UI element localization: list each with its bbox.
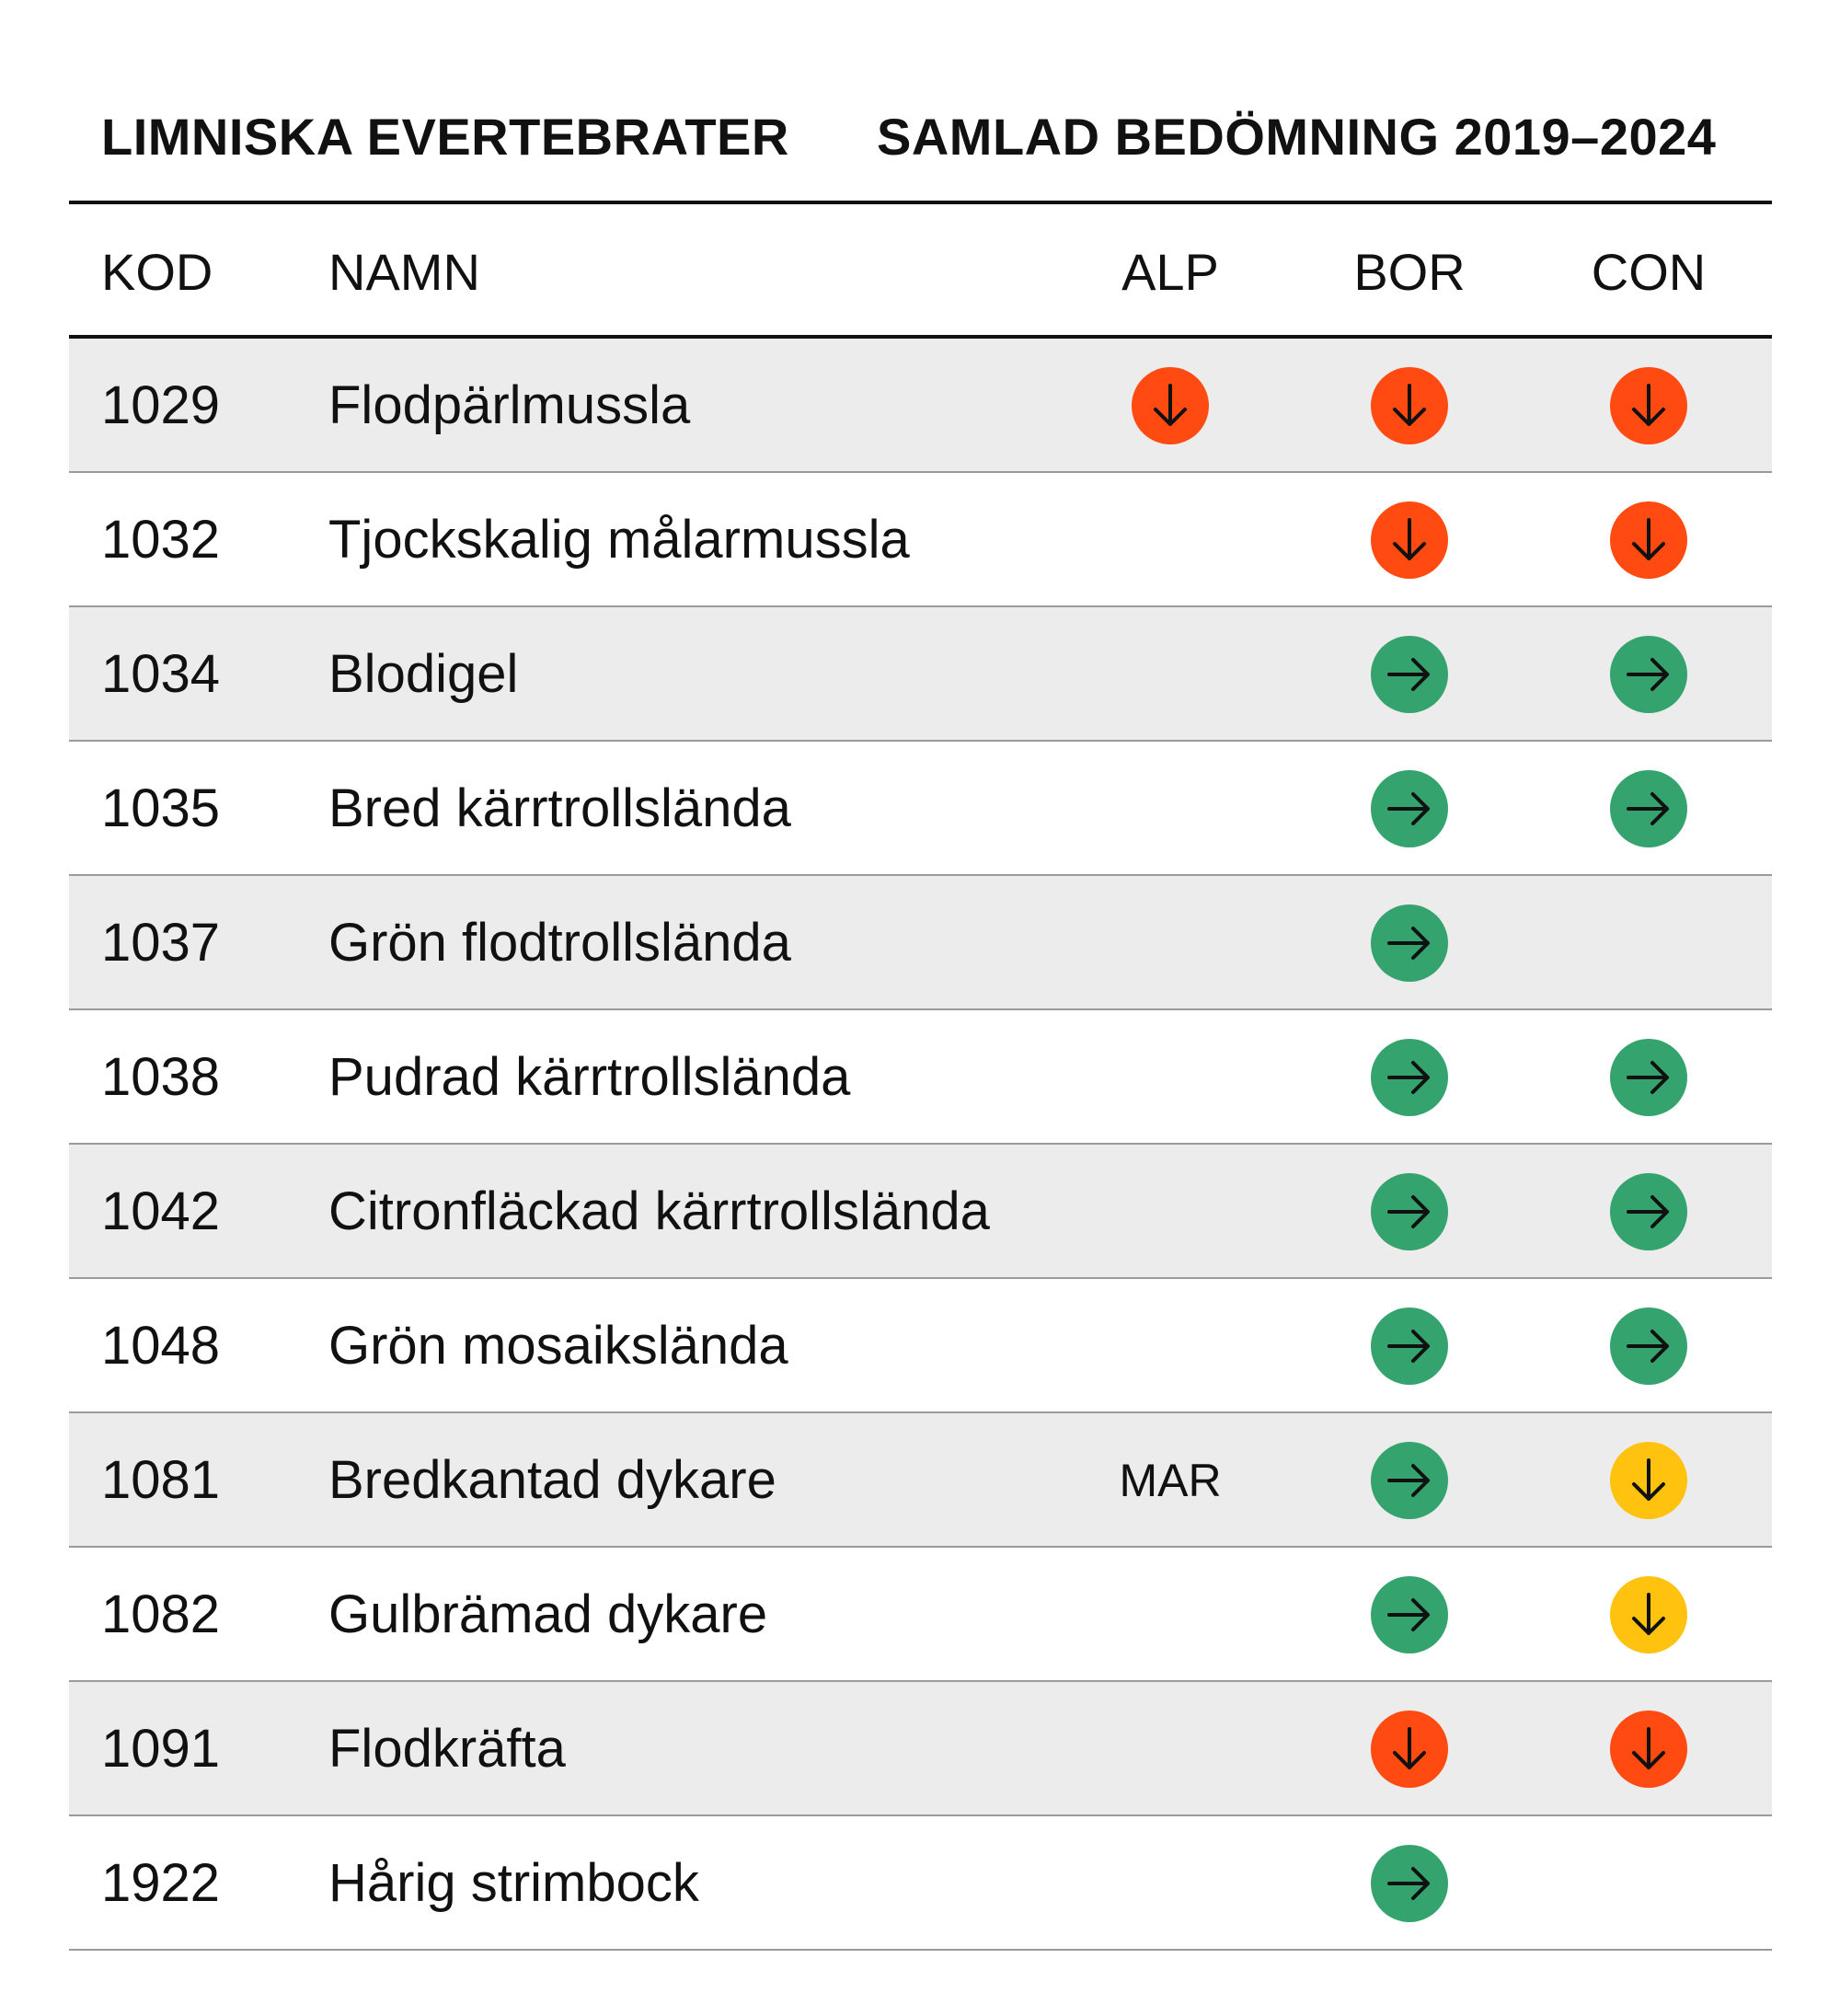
trend-cell-con bbox=[1610, 1308, 1687, 1385]
column-header-namn: NAMN bbox=[328, 243, 480, 301]
trend-cell-con bbox=[1610, 501, 1687, 579]
arrow-down-icon bbox=[1132, 367, 1209, 444]
column-header-kod: KOD bbox=[101, 243, 213, 301]
trend-cell-bor bbox=[1371, 636, 1448, 713]
trend-cell-bor bbox=[1371, 1576, 1448, 1653]
species-name: Flodpärlmussla bbox=[328, 375, 691, 435]
arrow-right-icon bbox=[1371, 1308, 1448, 1385]
arrow-down-icon bbox=[1371, 367, 1448, 444]
trend-cell-bor bbox=[1371, 1845, 1448, 1922]
species-name: Grön mosaikslända bbox=[328, 1316, 788, 1376]
arrow-right-icon bbox=[1371, 1442, 1448, 1519]
arrow-right-icon bbox=[1610, 1173, 1687, 1250]
species-code: 1042 bbox=[101, 1181, 221, 1241]
arrow-right-icon bbox=[1610, 1039, 1687, 1116]
species-code: 1037 bbox=[101, 913, 221, 973]
table-row: 1032 Tjockskalig målarmussla bbox=[69, 473, 1772, 607]
trend-cell-con bbox=[1610, 1442, 1687, 1519]
trend-cell-bor bbox=[1371, 501, 1448, 579]
region-note-alp: MAR bbox=[1119, 1455, 1222, 1506]
arrow-right-icon bbox=[1371, 1173, 1448, 1250]
arrow-right-icon bbox=[1371, 636, 1448, 713]
column-header-con: CON bbox=[1591, 243, 1707, 301]
trend-cell-bor bbox=[1371, 770, 1448, 847]
species-code: 1922 bbox=[101, 1853, 221, 1913]
arrow-right-icon bbox=[1610, 1308, 1687, 1385]
trend-cell-bor bbox=[1371, 1308, 1448, 1385]
trend-cell-bor bbox=[1371, 1173, 1448, 1250]
species-code: 1048 bbox=[101, 1316, 221, 1376]
assessment-title: SAMLAD BEDÖMNING 2019–2024 bbox=[877, 108, 1717, 166]
species-name: Hårig strimbock bbox=[328, 1853, 699, 1913]
species-name: Gulbrämad dykare bbox=[328, 1584, 768, 1644]
arrow-right-icon bbox=[1371, 1576, 1448, 1653]
arrow-down-icon bbox=[1371, 501, 1448, 579]
table-row: 1081 Bredkantad dykare MAR bbox=[69, 1413, 1772, 1548]
arrow-down-icon bbox=[1610, 1711, 1687, 1788]
arrow-right-icon bbox=[1371, 1039, 1448, 1116]
species-name: Pudrad kärrtrollslända bbox=[328, 1047, 851, 1107]
species-name: Bred kärrtrollslända bbox=[328, 778, 791, 838]
column-header-bor: BOR bbox=[1353, 243, 1466, 301]
top-rule bbox=[69, 201, 1772, 204]
trend-cell-bor bbox=[1371, 904, 1448, 982]
species-code: 1091 bbox=[101, 1719, 221, 1779]
trend-cell-con bbox=[1610, 367, 1687, 444]
species-code: 1029 bbox=[101, 375, 221, 435]
arrow-right-icon bbox=[1371, 770, 1448, 847]
trend-cell-con bbox=[1610, 1039, 1687, 1116]
trend-cell-con bbox=[1610, 1711, 1687, 1788]
species-code: 1034 bbox=[101, 644, 221, 704]
header-rule bbox=[69, 335, 1772, 339]
trend-cell-con bbox=[1610, 1173, 1687, 1250]
trend-cell-bor bbox=[1371, 1711, 1448, 1788]
arrow-down-icon bbox=[1610, 1442, 1687, 1519]
table-row: 1035 Bred kärrtrollslända bbox=[69, 742, 1772, 876]
table-row: 1091 Flodkräfta bbox=[69, 1682, 1772, 1816]
arrow-down-icon bbox=[1610, 1576, 1687, 1653]
species-code: 1032 bbox=[101, 510, 221, 570]
species-code: 1035 bbox=[101, 778, 221, 838]
arrow-right-icon bbox=[1371, 904, 1448, 982]
species-code: 1082 bbox=[101, 1584, 221, 1644]
trend-cell-con bbox=[1610, 1576, 1687, 1653]
species-table: 1029 Flodpärlmussla 1032 Tjockskalig målarm… bbox=[69, 339, 1772, 1951]
table-title: LIMNISKA EVERTEBRATER bbox=[101, 108, 789, 166]
trend-cell-con bbox=[1610, 636, 1687, 713]
table-row: 1029 Flodpärlmussla bbox=[69, 339, 1772, 473]
species-code: 1038 bbox=[101, 1047, 221, 1107]
table-row: 1048 Grön mosaikslända bbox=[69, 1279, 1772, 1413]
species-name: Tjockskalig målarmussla bbox=[328, 510, 910, 570]
trend-cell-bor bbox=[1371, 1442, 1448, 1519]
trend-cell-bor bbox=[1371, 1039, 1448, 1116]
column-header-alp: ALP bbox=[1121, 243, 1219, 301]
arrow-down-icon bbox=[1610, 367, 1687, 444]
table-row: 1037 Grön flodtrollslända bbox=[69, 876, 1772, 1010]
trend-cell-bor bbox=[1371, 367, 1448, 444]
species-name: Grön flodtrollslända bbox=[328, 913, 791, 973]
table-row: 1082 Gulbrämad dykare bbox=[69, 1548, 1772, 1682]
arrow-right-icon bbox=[1610, 770, 1687, 847]
species-name: Blodigel bbox=[328, 644, 519, 704]
arrow-down-icon bbox=[1371, 1711, 1448, 1788]
species-name: Citronfläckad kärrtrollslända bbox=[328, 1181, 990, 1241]
arrow-down-icon bbox=[1610, 501, 1687, 579]
trend-cell-alp bbox=[1132, 367, 1209, 444]
table-row: 1922 Hårig strimbock bbox=[69, 1816, 1772, 1951]
species-code: 1081 bbox=[101, 1450, 221, 1510]
table-row: 1042 Citronfläckad kärrtrollslända bbox=[69, 1145, 1772, 1279]
table-row: 1038 Pudrad kärrtrollslända bbox=[69, 1010, 1772, 1145]
trend-cell-con bbox=[1610, 770, 1687, 847]
arrow-right-icon bbox=[1610, 636, 1687, 713]
table-row: 1034 Blodigel bbox=[69, 607, 1772, 742]
species-name: Bredkantad dykare bbox=[328, 1450, 776, 1510]
arrow-right-icon bbox=[1371, 1845, 1448, 1922]
species-name: Flodkräfta bbox=[328, 1719, 566, 1779]
